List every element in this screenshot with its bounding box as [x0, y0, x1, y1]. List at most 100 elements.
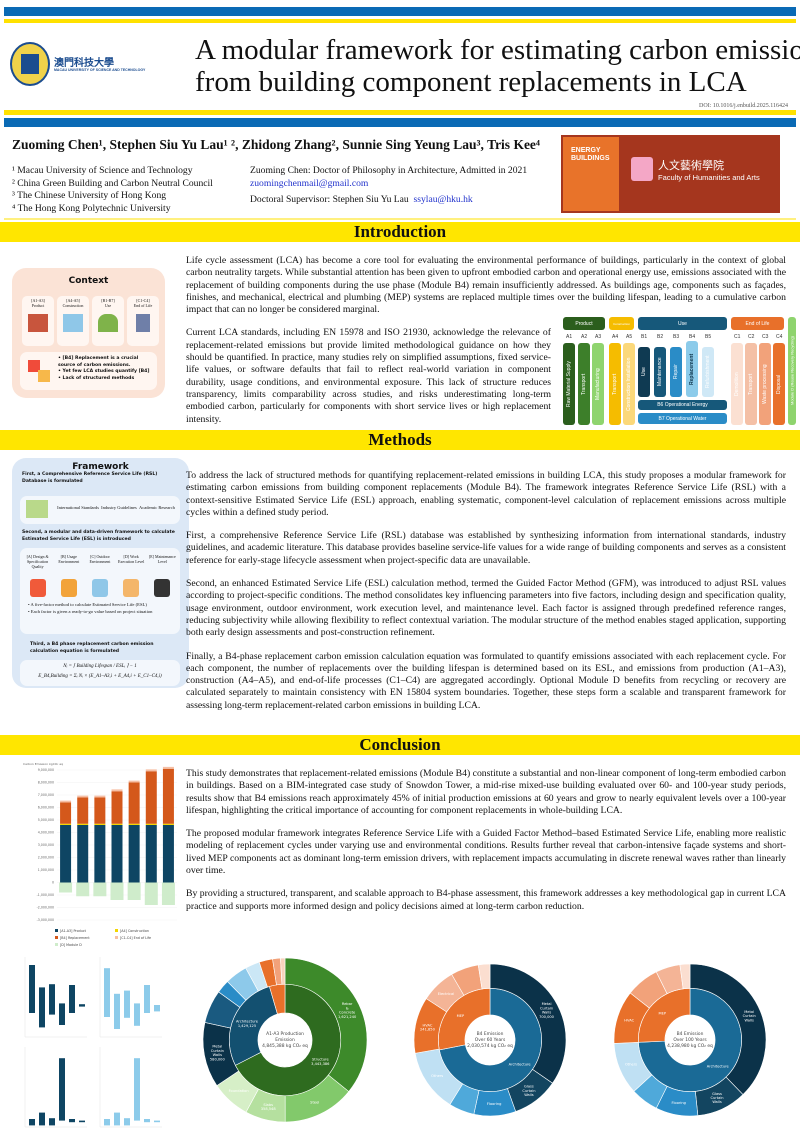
- range-bar: [124, 1118, 130, 1126]
- range-bar: [134, 1058, 140, 1121]
- center-label: 4,238,980 kg CO₂ eq: [667, 1043, 713, 1049]
- university-logo: 澳門科技大學 MACAU UNIVERSITY OF SCIENCE AND T…: [10, 42, 170, 92]
- esl-factors: [A] Design & Specification Quality [B] Us…: [20, 548, 180, 634]
- module-A3: Manufacturing: [592, 343, 604, 425]
- bar-segment: [111, 791, 123, 824]
- segment-label-line: Flooring: [671, 1101, 686, 1105]
- module-B5: Refurbishment: [702, 347, 714, 397]
- segment-label: Steel: [310, 1100, 319, 1104]
- center-label: 2,030,574 kg CO₂ eq: [467, 1043, 513, 1049]
- segment-label: Architecture 1,429,125: [236, 1020, 259, 1028]
- bar-segment-negative: [110, 882, 124, 900]
- equation-replacements: Nᵢ = ⌈ Building Lifespan / ESLᵢ ⌉ − 1: [63, 664, 137, 669]
- contact-info: Zuoming Chen: Doctor of Philosophy in Ar…: [250, 165, 528, 205]
- range-bar: [69, 985, 75, 1013]
- legend-label: [A4] Construction: [120, 929, 149, 933]
- y-tick-label: 0: [52, 881, 54, 885]
- module-A5: Construction Installation: [623, 343, 635, 425]
- bar-segment: [77, 823, 89, 825]
- segment-label-line: Walls: [712, 1100, 722, 1104]
- range-bar: [49, 984, 55, 1015]
- group-end-of-life: End of Life: [731, 317, 784, 330]
- center-label: Over 100 Years: [673, 1037, 707, 1043]
- methods-text: To address the lack of structured method…: [186, 470, 786, 711]
- email-link[interactable]: zuomingchenmail@gmail.com: [250, 177, 369, 189]
- segment-label-line: MEP: [658, 1012, 666, 1016]
- equation-b4: E_B4,Building = Σᵢ Nᵢ × (E_A1–A3,i + E_A…: [38, 674, 162, 679]
- segment-label: Architecture: [509, 1063, 532, 1067]
- y-tick-label: 6,000,000: [38, 806, 54, 810]
- bar-segment: [145, 771, 157, 824]
- database-icon: [26, 500, 48, 518]
- y-tick-label: 2,000,000: [38, 856, 54, 860]
- legend-label: [A1-A3] Product: [60, 929, 87, 933]
- bar-segment: [60, 800, 72, 803]
- segment-label: Metal Curtain Walls 700,000: [539, 1002, 555, 1019]
- bar-segment: [77, 797, 89, 824]
- y-tick-label: 9,000,000: [38, 768, 54, 772]
- segment-label-line: Curtain: [211, 1049, 224, 1053]
- group-product: Product: [563, 317, 605, 330]
- range-bar: [79, 1004, 85, 1007]
- university-name-en: MACAU UNIVERSITY OF SCIENCE AND TECHNOLO…: [54, 68, 146, 72]
- bar-segment: [94, 823, 106, 825]
- lca-stages-diagram: Product Construction Use End of Life Mod…: [563, 317, 796, 425]
- segment-label: Flooring: [487, 1102, 502, 1106]
- module-C2: Transport: [745, 343, 757, 425]
- section-introduction: Introduction: [0, 222, 800, 242]
- segment-label-line: Others: [625, 1063, 637, 1067]
- top-blue-band: [4, 7, 796, 16]
- segment-label-line: 3,443,386: [311, 1062, 330, 1066]
- y-tick-label: -3,000,000: [37, 918, 54, 922]
- segment-label: Glass Curtain Walls: [522, 1085, 535, 1097]
- module-B3: Repair: [670, 347, 682, 397]
- bar-segment: [162, 823, 174, 825]
- module-b7: B7 Operational Water: [638, 413, 727, 424]
- range-bar: [124, 990, 130, 1018]
- conclusion-text: This study demonstrates that replacement…: [186, 768, 786, 912]
- stage-code-A5: A5: [626, 334, 633, 340]
- legend-swatch: [55, 936, 58, 939]
- stage-use: [B1-B7] Use: [92, 296, 124, 346]
- segment-label: Others: [431, 1074, 443, 1078]
- bar-segment: [145, 769, 157, 772]
- segment-label-line: Glass: [524, 1085, 534, 1089]
- range-bar: [59, 1003, 65, 1025]
- stage-code-C3: C3: [762, 334, 769, 340]
- range-bar: [114, 1112, 120, 1126]
- framework-box: Framework First, a Comprehensive Referen…: [12, 458, 189, 688]
- bar-segment: [128, 780, 140, 783]
- segment-label-line: Walls: [213, 1053, 223, 1057]
- segment-label-line: Steel: [310, 1100, 319, 1104]
- segment-label: MEP: [457, 1014, 465, 1018]
- replacement-icon: [28, 360, 40, 372]
- y-tick-label: 7,000,000: [38, 793, 54, 797]
- segment-label: MEP: [658, 1012, 666, 1016]
- segment-label-line: HVAC: [423, 1023, 433, 1027]
- bar-segment: [162, 766, 174, 769]
- y-axis-label: Carbon Emission kgCO₂ eq: [23, 762, 63, 766]
- faculty-logo-icon: [631, 157, 653, 181]
- module-B4: Replacement: [686, 341, 698, 397]
- supervisor-email-link[interactable]: ssylau@hku.hk: [413, 194, 473, 205]
- framework-step1: First, a Comprehensive Reference Service…: [22, 472, 158, 484]
- segment-label: Metal Curtain Walls: [743, 1010, 756, 1022]
- center-label: B4 Emission: [477, 1031, 504, 1037]
- segment-label-line: &: [346, 1006, 349, 1010]
- segment-label-line: 358,548: [261, 1107, 277, 1111]
- y-tick-label: 3,000,000: [38, 843, 54, 847]
- rsl-sources: International Standards Industry Guidelin…: [20, 496, 180, 524]
- bar-segment-negative: [76, 882, 90, 897]
- segment-label: HVAC 241,850: [420, 1023, 436, 1031]
- bar-segment: [162, 825, 174, 883]
- stage-construction: [A4-A5] Construction: [57, 296, 89, 346]
- segment-label-line: Architecture: [707, 1065, 730, 1069]
- module-A1: Raw Material Supply: [563, 343, 575, 425]
- segment-label-line: Structure: [312, 1058, 330, 1062]
- framework-step3: Third, a B4 phase replacement carbon emi…: [30, 642, 154, 654]
- y-tick-label: 4,000,000: [38, 831, 54, 835]
- y-tick-label: 1,000,000: [38, 868, 54, 872]
- esl-factor: [A] Design & Specification Quality: [24, 554, 52, 597]
- bar-segment-negative: [144, 882, 158, 905]
